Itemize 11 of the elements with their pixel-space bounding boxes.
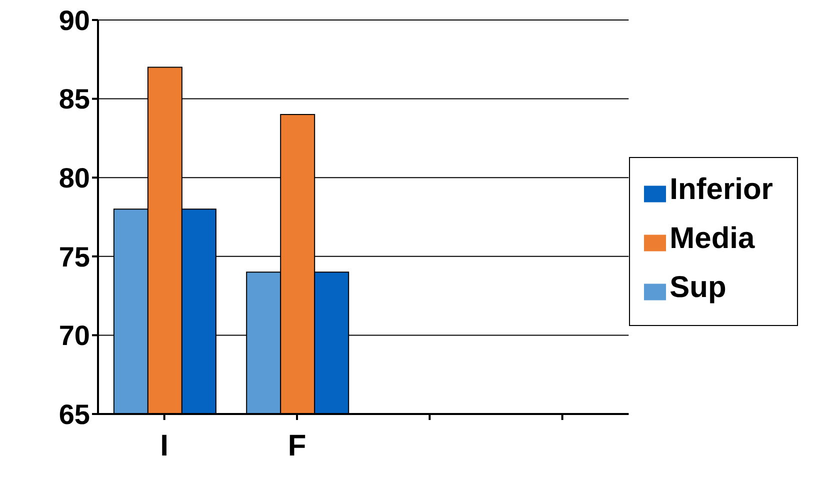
x-tick-label: F bbox=[288, 429, 306, 462]
legend-label: Inferior bbox=[670, 172, 773, 206]
y-tick-label: 65 bbox=[58, 398, 90, 430]
legend-label: Sup bbox=[670, 270, 726, 304]
y-tick-label: 80 bbox=[58, 162, 90, 194]
y-tick-label: 85 bbox=[58, 84, 90, 115]
y-tick-label: 70 bbox=[58, 320, 90, 352]
x-tick-label: I bbox=[160, 429, 168, 462]
y-tick-label: 90 bbox=[58, 4, 90, 36]
y-tick-label: 75 bbox=[58, 241, 90, 272]
legend-label: Media bbox=[670, 222, 755, 254]
